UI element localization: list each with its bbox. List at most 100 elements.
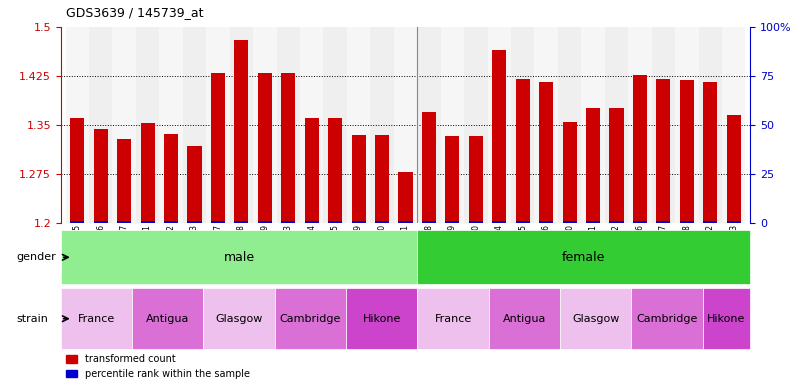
Bar: [61, 230, 418, 284]
Bar: [93, 221, 108, 223]
Bar: [722, 27, 745, 223]
Bar: [204, 288, 275, 349]
Bar: [680, 80, 694, 223]
Bar: [398, 221, 413, 223]
Bar: [375, 221, 389, 223]
Bar: [324, 27, 347, 223]
Bar: [230, 27, 253, 223]
Text: gender: gender: [16, 252, 56, 262]
Bar: [113, 27, 136, 223]
Bar: [89, 27, 113, 223]
Bar: [560, 288, 631, 349]
Bar: [492, 221, 506, 223]
Bar: [656, 221, 671, 223]
Text: Hikone: Hikone: [707, 314, 745, 324]
Bar: [469, 136, 483, 223]
Bar: [440, 27, 464, 223]
Bar: [445, 136, 459, 223]
Bar: [164, 134, 178, 223]
Bar: [610, 109, 624, 223]
Bar: [300, 27, 324, 223]
Bar: [187, 221, 201, 223]
Text: female: female: [562, 251, 606, 264]
Bar: [698, 27, 722, 223]
Bar: [492, 50, 506, 223]
Bar: [675, 27, 698, 223]
Bar: [211, 73, 225, 223]
Bar: [539, 221, 553, 223]
Bar: [211, 221, 225, 223]
Bar: [581, 27, 605, 223]
Text: strain: strain: [16, 314, 48, 324]
Bar: [187, 146, 201, 223]
Bar: [516, 221, 530, 223]
Bar: [281, 73, 295, 223]
Text: Hikone: Hikone: [363, 314, 401, 324]
Bar: [375, 135, 389, 223]
Bar: [558, 27, 581, 223]
Text: GDS3639 / 145739_at: GDS3639 / 145739_at: [66, 6, 203, 19]
Bar: [586, 109, 600, 223]
Text: male: male: [224, 251, 255, 264]
Text: Antigua: Antigua: [146, 314, 190, 324]
Bar: [346, 288, 418, 349]
Bar: [371, 27, 394, 223]
Bar: [703, 221, 718, 223]
Bar: [680, 221, 694, 223]
Bar: [182, 27, 206, 223]
Bar: [117, 139, 131, 223]
Bar: [140, 124, 155, 223]
Bar: [281, 221, 295, 223]
Bar: [71, 118, 84, 223]
Bar: [93, 129, 108, 223]
Bar: [422, 112, 436, 223]
Bar: [489, 288, 560, 349]
Bar: [633, 74, 647, 223]
Bar: [469, 221, 483, 223]
Bar: [253, 27, 277, 223]
Bar: [159, 27, 182, 223]
Bar: [352, 221, 366, 223]
Text: Glasgow: Glasgow: [216, 314, 263, 324]
Bar: [563, 221, 577, 223]
Bar: [136, 27, 159, 223]
Bar: [727, 221, 740, 223]
Text: Glasgow: Glasgow: [572, 314, 620, 324]
Bar: [534, 27, 558, 223]
Bar: [605, 27, 629, 223]
Text: Cambridge: Cambridge: [637, 314, 697, 324]
Bar: [511, 27, 534, 223]
Bar: [328, 118, 342, 223]
Bar: [71, 221, 84, 223]
Bar: [305, 118, 319, 223]
Bar: [164, 221, 178, 223]
Bar: [417, 27, 440, 223]
Bar: [140, 221, 155, 223]
Bar: [61, 288, 132, 349]
Bar: [445, 221, 459, 223]
Bar: [394, 27, 417, 223]
Bar: [418, 230, 750, 284]
Bar: [117, 221, 131, 223]
Bar: [610, 221, 624, 223]
Bar: [305, 221, 319, 223]
Bar: [702, 288, 750, 349]
Bar: [422, 221, 436, 223]
Bar: [398, 172, 413, 223]
Bar: [633, 221, 647, 223]
Bar: [464, 27, 487, 223]
Bar: [258, 73, 272, 223]
Bar: [586, 221, 600, 223]
Bar: [347, 27, 371, 223]
Text: France: France: [435, 314, 472, 324]
Bar: [328, 221, 342, 223]
Bar: [206, 27, 230, 223]
Bar: [352, 135, 366, 223]
Bar: [132, 288, 204, 349]
Bar: [629, 27, 652, 223]
Bar: [703, 83, 718, 223]
Bar: [652, 27, 675, 223]
Bar: [234, 40, 248, 223]
Bar: [418, 288, 489, 349]
Text: Antigua: Antigua: [503, 314, 546, 324]
